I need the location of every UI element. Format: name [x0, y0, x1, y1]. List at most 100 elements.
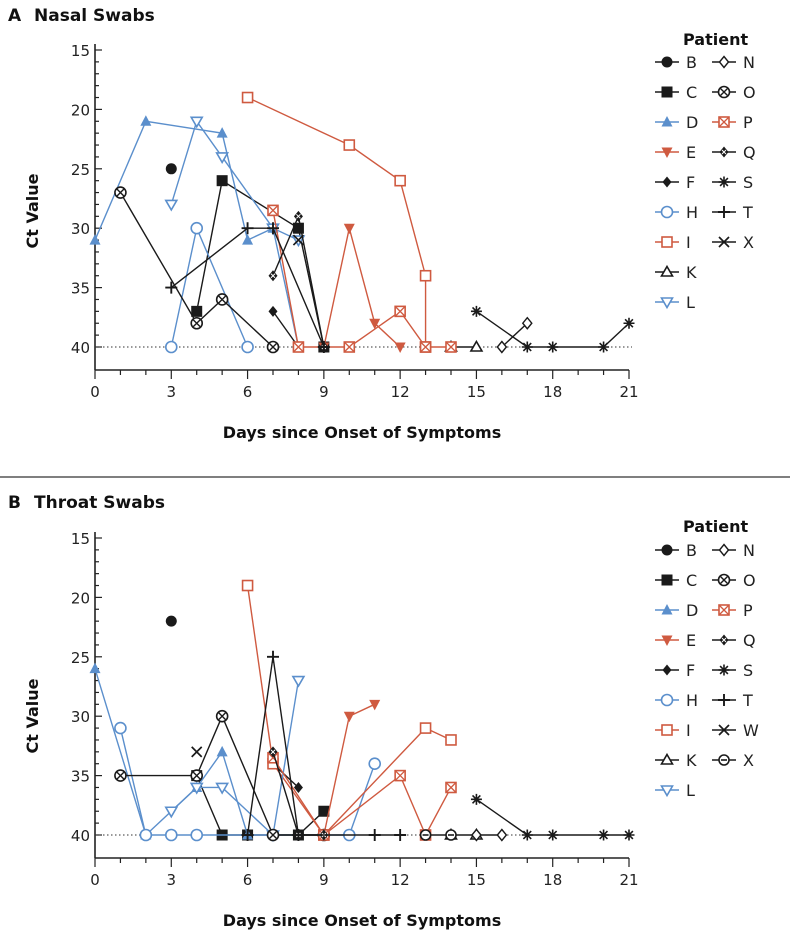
legend-label: P	[743, 113, 753, 132]
panel-b-y-axis-label: Ct Value	[23, 678, 42, 753]
panel-b-legend-item-h: H	[655, 691, 698, 710]
data-point	[241, 829, 254, 841]
data-point	[266, 828, 280, 842]
data-point	[165, 281, 178, 294]
panel-a-legend-item-s: S	[712, 173, 753, 192]
legend-marker	[662, 176, 672, 188]
legend-label: P	[743, 601, 753, 620]
legend-label: D	[686, 113, 698, 132]
legend-marker	[718, 206, 730, 218]
data-point	[394, 769, 406, 782]
legend-label: S	[743, 173, 753, 192]
panel-a-letter: A	[8, 6, 22, 26]
panel-b-legend-item-d: D	[655, 601, 698, 620]
data-point	[496, 828, 508, 842]
data-point	[190, 828, 204, 842]
series-line	[170, 119, 299, 241]
data-point	[547, 341, 559, 353]
series-line	[323, 228, 401, 348]
data-point	[394, 342, 406, 353]
data-point	[241, 579, 254, 592]
legend-label: N	[743, 53, 755, 72]
legend-marker	[718, 664, 730, 676]
legend-marker	[660, 264, 674, 277]
panel-a-legend-item-n: N	[712, 53, 755, 72]
legend-marker	[661, 236, 673, 248]
legend-marker	[661, 56, 673, 68]
panel-b-legend-item-f: F	[655, 661, 695, 680]
panel-b-legend-item-x: X	[712, 751, 754, 770]
data-point	[242, 234, 254, 245]
legend-label: I	[686, 233, 691, 252]
panel-a-series-n	[496, 316, 533, 354]
data-point	[343, 341, 356, 353]
data-point	[419, 829, 432, 841]
panel-b-x-tick-label: 18	[543, 871, 562, 889]
legend-label: C	[686, 83, 697, 102]
panel-a-legend-item-l: L	[655, 293, 695, 312]
panel-b-series-s	[470, 793, 635, 841]
panel-a-y-tick-label: 25	[71, 161, 90, 179]
data-point	[293, 781, 303, 793]
panel-b-legend-item-q: Q	[712, 631, 756, 650]
legend-label: N	[743, 541, 755, 560]
data-point	[343, 223, 355, 235]
series-line	[272, 310, 299, 348]
legend-label: F	[686, 661, 695, 680]
panel-b-x-tick-label: 3	[167, 871, 177, 889]
panel-a-legend-item-e: E	[655, 143, 696, 162]
panel-a-legend-item-f: F	[655, 173, 695, 192]
legend-marker	[718, 55, 730, 69]
data-point	[292, 829, 305, 841]
panel-b-x-tick-label: 21	[619, 871, 638, 889]
panel-b-throat-swabs: B Throat Swabs Ct Value Days since Onset…	[8, 493, 759, 930]
panel-a-y-tick-label: 30	[71, 220, 90, 238]
panel-a-series-e	[318, 223, 406, 353]
panel-b-legend-item-l: L	[655, 781, 695, 800]
legend-label: H	[686, 691, 698, 710]
panel-a-legend-item-x: X	[712, 233, 754, 252]
panel-a-plot: 15 20 25 30 35 40 0 3 6 9 12 15 18 21	[71, 42, 639, 401]
panel-b-legend-item-o: O	[712, 571, 756, 590]
panel-a-y-tick-label: 40	[71, 339, 90, 357]
legend-marker	[718, 694, 730, 706]
legend-marker	[660, 752, 674, 765]
legend-label: K	[686, 751, 697, 770]
legend-label: B	[686, 53, 697, 72]
panel-b-y-tick-label: 40	[71, 827, 90, 845]
data-point	[291, 675, 306, 688]
panel-a-series-x	[292, 234, 305, 246]
data-point	[191, 746, 203, 758]
panel-a-x-tick-label: 3	[167, 383, 177, 401]
data-point	[267, 650, 279, 663]
data-point	[241, 340, 254, 354]
panel-a-legend-item-p: P	[712, 113, 753, 132]
panel-b-y-tick-label: 35	[71, 768, 90, 786]
legend-label: Q	[743, 631, 756, 650]
panel-b-legend-item-k: K	[655, 751, 697, 770]
data-point	[469, 339, 484, 352]
legend-label: L	[686, 293, 695, 312]
data-point	[215, 709, 229, 723]
panel-a-title: Nasal Swabs	[34, 6, 155, 26]
data-point	[114, 769, 127, 782]
legend-label: H	[686, 203, 698, 222]
panel-a-y-tick-label: 20	[71, 101, 90, 119]
panel-a-series-h	[164, 221, 254, 354]
legend-marker	[660, 693, 674, 707]
data-point	[470, 305, 482, 317]
data-point	[164, 199, 179, 212]
legend-label: D	[686, 601, 698, 620]
data-point	[623, 829, 635, 841]
panel-a-x-axis-label: Days since Onset of Symptoms	[223, 423, 501, 442]
panel-a-series-t	[165, 222, 330, 353]
data-point	[445, 781, 457, 794]
panel-a-x-tick-label: 6	[243, 383, 253, 401]
data-point	[89, 662, 101, 674]
data-point	[164, 806, 179, 819]
panel-b-letter: B	[8, 493, 21, 513]
data-point	[268, 746, 278, 758]
panel-a-nasal-swabs: A Nasal Swabs Ct Value Days since Onset …	[8, 6, 756, 442]
panel-b-legend-item-e: E	[655, 631, 696, 650]
legend-marker	[718, 754, 730, 766]
